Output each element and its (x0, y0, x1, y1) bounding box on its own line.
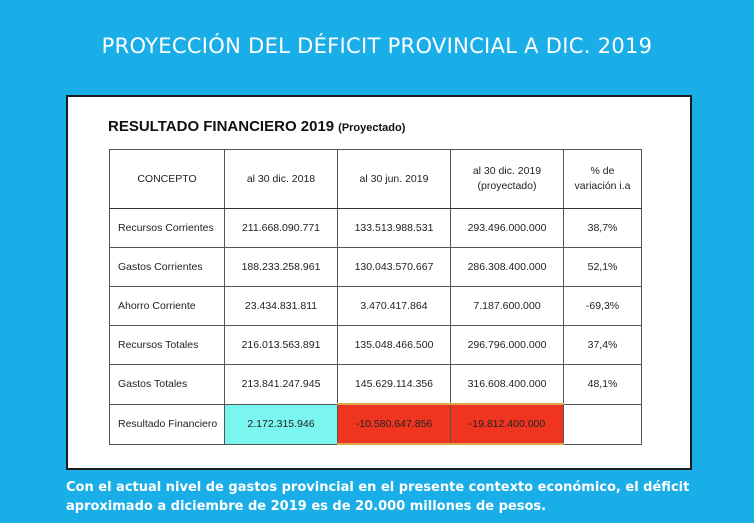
header-jun-2019: al 30 jun. 2019 (337, 149, 451, 209)
table-header-row: CONCEPTO al 30 dic. 2018 al 30 jun. 2019… (109, 149, 642, 209)
footer-line-2: aproximado a diciembre de 2019 es de 20.… (66, 499, 547, 514)
cell-dic-2018: 23.434.831.811 (224, 286, 338, 326)
slide-title: PROYECCIÓN DEL DÉFICIT PROVINCIAL A DIC.… (101, 34, 653, 58)
cell-variation: 48,1% (563, 364, 642, 405)
cell-dic-2018-highlight: 2.172.315.946 (224, 403, 338, 445)
header-variation-pct: % de variación i.a (563, 149, 642, 209)
cell-variation: -69,3% (563, 286, 642, 326)
cell-jun-2019: 145.629.114.356 (337, 364, 451, 405)
cell-dic-2019-highlight: -19.812.400.000 (450, 403, 564, 445)
cell-variation: 52,1% (563, 247, 642, 287)
header-dic-2019-projected: al 30 dic. 2019 (proyectado) (450, 149, 564, 209)
row-concept: Recursos Totales (109, 325, 225, 365)
row-concept: Gastos Totales (109, 364, 225, 405)
panel-heading-title: RESULTADO FINANCIERO 2019 (108, 118, 335, 135)
cell-dic-2019: 286.308.400.000 (450, 247, 564, 287)
cell-dic-2018: 216.013.563.891 (224, 325, 338, 365)
footer-line-1: Con el actual nivel de gastos provincial… (66, 480, 690, 495)
cell-jun-2019: 133.513.988.531 (337, 208, 451, 248)
table-row: Recursos Corrientes 211.668.090.771 133.… (109, 208, 642, 248)
header-concepto: CONCEPTO (109, 149, 225, 209)
row-concept: Resultado Financiero (109, 403, 225, 445)
table-row-result: Resultado Financiero 2.172.315.946 -10.5… (109, 403, 642, 445)
panel-heading-note: (Proyectado) (338, 122, 406, 134)
cell-jun-2019-highlight: -10.580.647.856 (337, 403, 451, 445)
panel-heading: RESULTADO FINANCIERO 2019 (Proyectado) (108, 118, 405, 136)
cell-variation: 37,4% (563, 325, 642, 365)
row-concept: Gastos Corrientes (109, 247, 225, 287)
cell-jun-2019: 135.048.466.500 (337, 325, 451, 365)
cell-jun-2019: 130.043.570.667 (337, 247, 451, 287)
cell-dic-2018: 211.668.090.771 (224, 208, 338, 248)
cell-dic-2018: 213.841.247.945 (224, 364, 338, 405)
financial-result-table: CONCEPTO al 30 dic. 2018 al 30 jun. 2019… (109, 149, 642, 445)
table-row: Ahorro Corriente 23.434.831.811 3.470.41… (109, 286, 642, 326)
row-concept: Ahorro Corriente (109, 286, 225, 326)
cell-jun-2019: 3.470.417.864 (337, 286, 451, 326)
row-concept: Recursos Corrientes (109, 208, 225, 248)
cell-dic-2019: 296.796.000.000 (450, 325, 564, 365)
cell-dic-2019: 293.496.000.000 (450, 208, 564, 248)
financial-result-panel: RESULTADO FINANCIERO 2019 (Proyectado) CO… (66, 95, 692, 470)
cell-variation: 38,7% (563, 208, 642, 248)
table-row: Gastos Corrientes 188.233.258.961 130.04… (109, 247, 642, 287)
cell-dic-2019: 7.187.600.000 (450, 286, 564, 326)
table-row: Recursos Totales 216.013.563.891 135.048… (109, 325, 642, 365)
footer-text: Con el actual nivel de gastos provincial… (66, 478, 706, 516)
table-row: Gastos Totales 213.841.247.945 145.629.1… (109, 364, 642, 405)
cell-variation (563, 403, 642, 445)
header-dic-2018: al 30 dic. 2018 (224, 149, 338, 209)
cell-dic-2018: 188.233.258.961 (224, 247, 338, 287)
cell-dic-2019: 316.608.400.000 (450, 364, 564, 405)
